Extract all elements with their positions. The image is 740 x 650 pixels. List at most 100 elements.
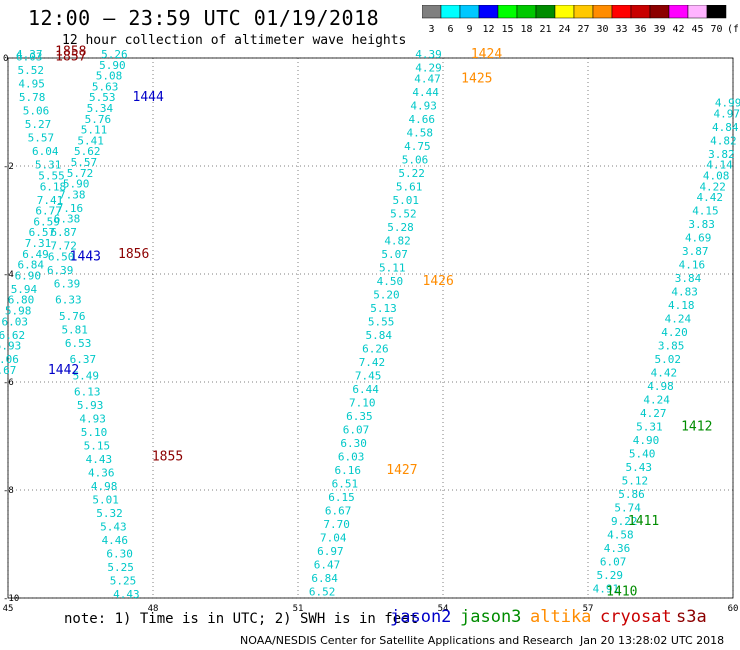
colorbar-label: 36 xyxy=(634,24,646,35)
wave-height-value: 5.06 xyxy=(402,153,429,166)
wave-height-value: 5.93 xyxy=(77,399,104,412)
wave-height-value: 6.87 xyxy=(50,226,77,239)
wave-height-value: 4.95 xyxy=(18,78,45,91)
y-tick-label: -2 xyxy=(3,162,14,172)
wave-height-value: 5.15 xyxy=(84,440,111,453)
wave-height-value: 5.07 xyxy=(381,248,408,261)
wave-height-value: 6.51 xyxy=(332,477,359,490)
legend-altika: altika xyxy=(530,607,592,627)
wave-height-value: 4.83 xyxy=(671,286,698,299)
wave-height-value: 5.25 xyxy=(107,561,134,574)
y-tick-label: -8 xyxy=(3,486,14,496)
wave-height-value: 6.67 xyxy=(325,504,352,517)
wave-height-value: 3.87 xyxy=(682,245,709,258)
wave-height-value: 5.72 xyxy=(67,167,94,180)
colorbar-label: 33 xyxy=(615,24,627,35)
wave-height-value: 5.22 xyxy=(398,167,425,180)
legend-cryosat: cryosat xyxy=(600,607,672,627)
wave-height-value: 4.18 xyxy=(668,299,695,312)
colorbar-unit: (ft) xyxy=(727,24,738,35)
wave-height-value: 5.84 xyxy=(365,329,392,342)
wave-height-value: 5.31 xyxy=(636,421,663,434)
footer-credit: NOAA/NESDIS Center for Satellite Applica… xyxy=(240,634,574,647)
wave-height-value: 6.59 xyxy=(33,215,60,228)
wave-height-value: 7.41 xyxy=(37,194,64,207)
wave-height-value: 5.57 xyxy=(71,156,98,169)
wave-height-value: 6.39 xyxy=(47,264,74,277)
wave-height-value: 6.03 xyxy=(338,450,365,463)
wave-height-value: 4.66 xyxy=(408,113,435,126)
wave-height-value: 4.84 xyxy=(712,121,739,134)
pass-time-label: 1426 xyxy=(423,274,454,289)
wave-height-value: 4.43 xyxy=(113,588,140,601)
wave-height-value: 5.55 xyxy=(38,170,65,183)
y-tick-label: -4 xyxy=(3,270,14,280)
wave-height-value: 4.43 xyxy=(86,453,113,466)
colorbar-label: 3 xyxy=(428,24,434,35)
x-tick-label: 54 xyxy=(438,604,449,614)
wave-height-value: 5.55 xyxy=(368,315,395,328)
colorbar-label: 6 xyxy=(447,24,453,35)
wave-height-value: 5.76 xyxy=(59,310,86,323)
wave-height-value: 5.06 xyxy=(23,105,50,118)
wave-height-value: 7.16 xyxy=(57,202,84,215)
wave-height-value: 4.08 xyxy=(703,170,730,183)
wave-height-value: 7.42 xyxy=(359,356,386,369)
wave-height-value: 5.49 xyxy=(73,369,100,382)
colorbar-label: 21 xyxy=(539,24,551,35)
wave-height-value: 6.15 xyxy=(328,491,355,504)
wave-height-value: 5.41 xyxy=(77,134,104,147)
wave-height-value: 4.58 xyxy=(407,126,434,139)
wave-height-value: 5.28 xyxy=(387,221,414,234)
wave-height-value: 6.77 xyxy=(35,205,62,218)
wave-height-value: 6.90 xyxy=(15,269,42,282)
wave-height-value: 5.34 xyxy=(87,102,114,115)
wave-height-value: 4.47 xyxy=(414,72,441,85)
wave-height-value: 6.53 xyxy=(65,337,92,350)
wave-height-value: 6.06 xyxy=(0,353,19,366)
legend-s3a: s3a xyxy=(676,607,707,627)
pass-time-label: 1411 xyxy=(628,514,659,529)
wave-height-value: 6.07 xyxy=(600,556,627,569)
wave-height-value: 5.93 xyxy=(0,340,21,353)
wave-height-value: 6.13 xyxy=(74,386,101,399)
wave-height-value: 4.20 xyxy=(661,326,688,339)
colorbar-swatch xyxy=(706,5,727,19)
wave-height-value: 6.16 xyxy=(335,464,362,477)
wave-height-value: 5.63 xyxy=(92,80,119,93)
wave-height-value: 6.35 xyxy=(346,410,373,423)
wave-height-value: 6.37 xyxy=(70,353,97,366)
wave-height-value: 5.13 xyxy=(370,302,397,315)
pass-time-label: 1412 xyxy=(681,420,712,435)
wave-height-value: 7.10 xyxy=(349,396,376,409)
wave-height-value: 5.81 xyxy=(61,323,88,336)
legend-jason2: jason2 xyxy=(390,607,452,627)
wave-height-value: 6.84 xyxy=(17,259,44,272)
wave-height-value: 3.82 xyxy=(708,148,735,161)
x-tick-label: 57 xyxy=(583,604,594,614)
wave-height-value: 6.03 xyxy=(2,315,29,328)
plot-frame xyxy=(7,57,734,599)
wave-height-value: 7.31 xyxy=(25,237,52,250)
wave-height-value: 4.27 xyxy=(640,407,667,420)
colorbar-label: 45 xyxy=(691,24,703,35)
wave-height-value: 4.42 xyxy=(651,367,678,380)
wave-height-value: 4.75 xyxy=(404,140,431,153)
wave-height-value: 6.62 xyxy=(0,329,25,342)
y-tick-label: -6 xyxy=(3,378,14,388)
wave-height-value: 4.42 xyxy=(697,191,724,204)
wave-height-value: 6.03 xyxy=(16,51,43,64)
wave-height-value: 5.01 xyxy=(92,494,119,507)
wave-height-value: 4.29 xyxy=(415,62,442,75)
wave-height-value: 4.98 xyxy=(91,480,118,493)
wave-height-value: 5.12 xyxy=(622,475,649,488)
wave-height-value: 5.27 xyxy=(25,118,52,131)
wave-height-value: 6.49 xyxy=(22,248,49,261)
x-tick-label: 45 xyxy=(3,604,14,614)
wave-height-value: 7.04 xyxy=(320,531,347,544)
wave-height-value: 5.02 xyxy=(655,353,682,366)
colorbar-label: 42 xyxy=(672,24,684,35)
wave-height-value: 4.46 xyxy=(102,534,129,547)
